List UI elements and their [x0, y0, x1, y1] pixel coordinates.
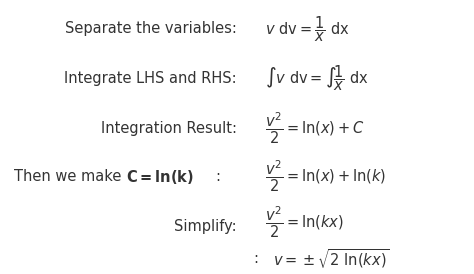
Text: Integrate LHS and RHS:: Integrate LHS and RHS:	[64, 71, 237, 85]
Text: $\int v\ \mathrm{dv} = \int\!\dfrac{1}{x}\ \mathrm{dx}$: $\int v\ \mathrm{dv} = \int\!\dfrac{1}{x…	[265, 63, 369, 93]
Text: Simplify:: Simplify:	[174, 219, 237, 233]
Text: $v = \pm\sqrt{2\ \ln(kx)}$: $v = \pm\sqrt{2\ \ln(kx)}$	[273, 247, 389, 271]
Text: :: :	[216, 169, 221, 184]
Text: Separate the variables:: Separate the variables:	[65, 21, 237, 36]
Text: Then we make: Then we make	[14, 169, 126, 184]
Text: $\dfrac{v^2}{2} = \ln(kx)$: $\dfrac{v^2}{2} = \ln(kx)$	[265, 204, 344, 239]
Text: :: :	[254, 252, 259, 266]
Text: $\dfrac{v^2}{2} = \ln(x) + \ln(k)$: $\dfrac{v^2}{2} = \ln(x) + \ln(k)$	[265, 159, 387, 194]
Text: $\dfrac{v^2}{2} = \ln(x) + C$: $\dfrac{v^2}{2} = \ln(x) + C$	[265, 111, 365, 146]
Text: $v\ \mathrm{dv} = \dfrac{1}{x}\ \mathrm{dx}$: $v\ \mathrm{dv} = \dfrac{1}{x}\ \mathrm{…	[265, 14, 350, 44]
Text: Integration Result:: Integration Result:	[101, 121, 237, 136]
Text: $\mathbf{C = \mathbf{ln(k)}}$: $\mathbf{C = \mathbf{ln(k)}}$	[126, 168, 193, 186]
